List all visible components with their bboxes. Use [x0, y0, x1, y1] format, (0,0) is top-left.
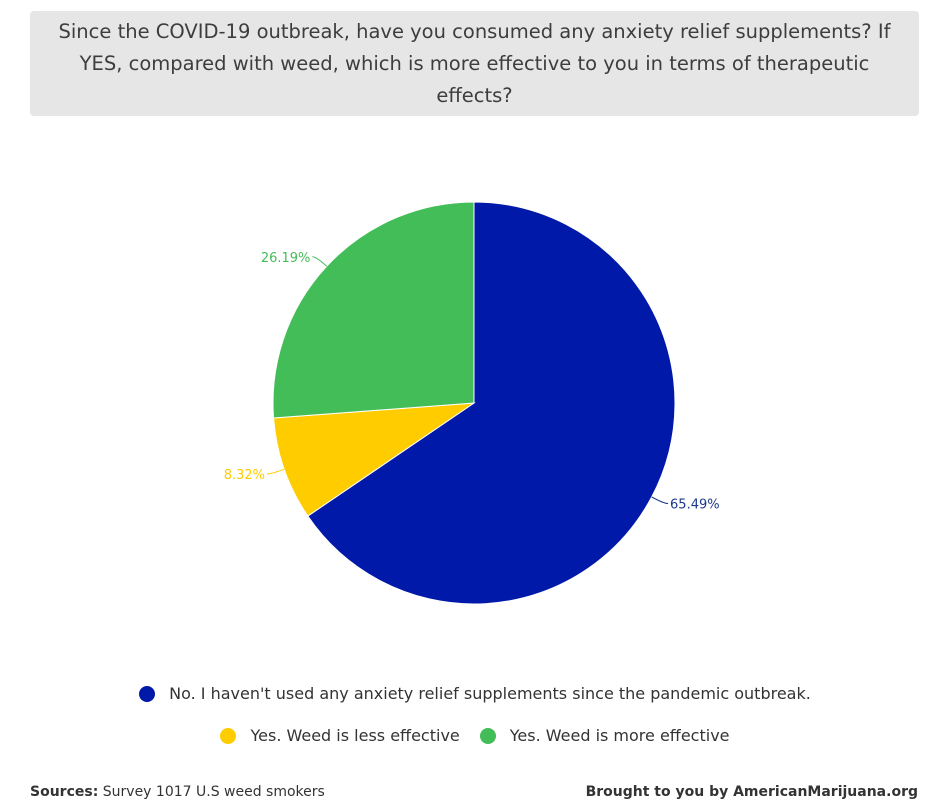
data-label-less-effective: 8.32% [224, 468, 265, 483]
data-label-more-effective: 26.19% [261, 251, 311, 266]
legend-dot-no [139, 686, 155, 702]
legend-item-no[interactable]: No. I haven't used any anxiety relief su… [139, 684, 811, 703]
legend-label-no: No. I haven't used any anxiety relief su… [169, 684, 811, 703]
pie-slice-more-effective[interactable] [273, 202, 474, 418]
legend-item-less-effective[interactable]: Yes. Weed is less effective [220, 726, 459, 745]
legend-dot-more-effective [480, 728, 496, 744]
pie-chart: 65.49% 8.32% 26.19% [0, 0, 950, 680]
leader-line-no [652, 497, 668, 504]
sources-note: Sources: Survey 1017 U.S weed smokers [30, 784, 325, 800]
legend-label-less-effective: Yes. Weed is less effective [250, 726, 459, 745]
sources-text: Survey 1017 U.S weed smokers [98, 784, 325, 800]
legend-item-more-effective[interactable]: Yes. Weed is more effective [480, 726, 730, 745]
legend-dot-less-effective [220, 728, 236, 744]
legend-label-more-effective: Yes. Weed is more effective [510, 726, 730, 745]
legend-row-2: Yes. Weed is less effective Yes. Weed is… [0, 726, 950, 745]
data-label-no: 65.49% [670, 498, 720, 513]
leader-line-less-effective [267, 469, 284, 474]
leader-line-more-effective [312, 257, 326, 267]
credit-text: Brought to you by AmericanMarijuana.org [586, 784, 918, 800]
legend-row-1: No. I haven't used any anxiety relief su… [0, 684, 950, 703]
sources-label: Sources: [30, 784, 98, 800]
